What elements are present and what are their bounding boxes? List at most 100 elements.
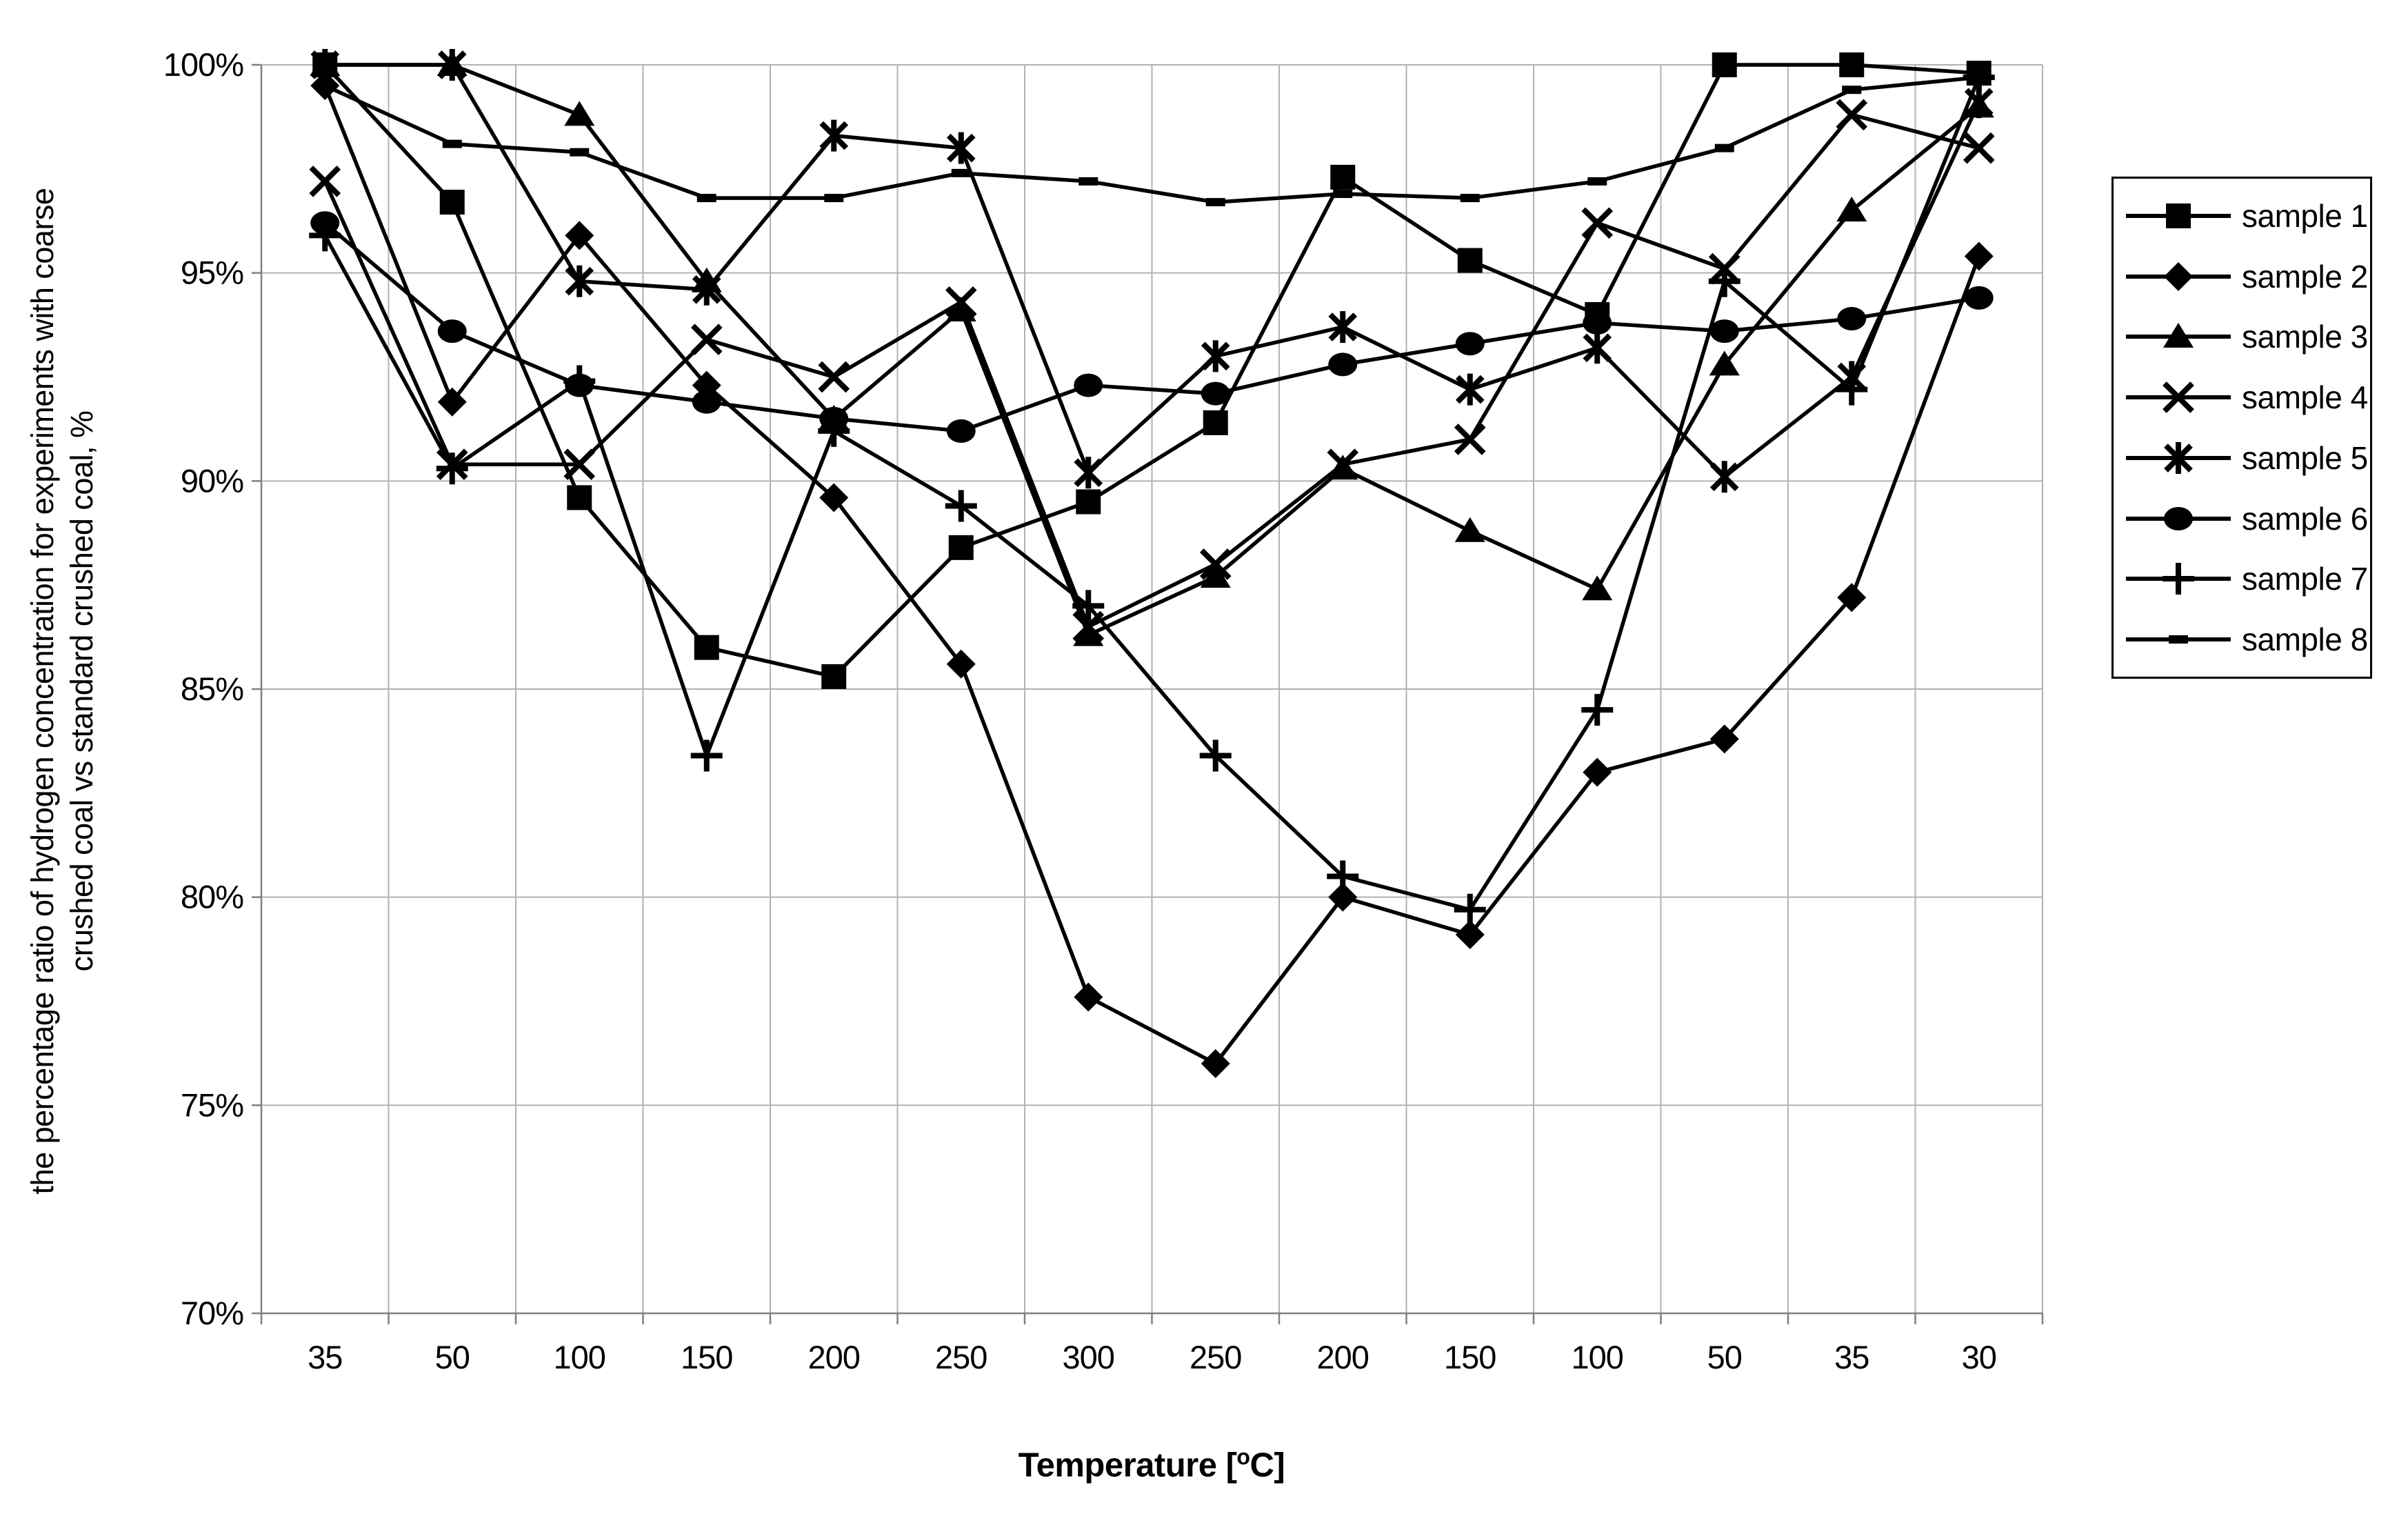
series-markers-sample-4 <box>309 99 1995 643</box>
circle-marker-icon <box>2164 506 2193 530</box>
legend-marker-square-icon <box>2126 203 2231 228</box>
triangle-marker-icon <box>1454 517 1485 542</box>
series-line-sample-6 <box>323 221 1980 433</box>
x-axis-title-text: Temperature [ <box>1018 1446 1237 1484</box>
diamond-marker-icon <box>1074 982 1103 1012</box>
square-marker-icon <box>1203 410 1228 435</box>
legend: sample 1 sample 2 sample 3 sample 4 sample 5… <box>2111 177 2372 679</box>
asterisk-marker-icon <box>1583 332 1612 364</box>
series-markers-sample-2 <box>310 71 1994 1078</box>
series-markers-sample-5 <box>310 49 1994 493</box>
legend-item-sample-3: sample 3 <box>2123 309 2370 364</box>
series-markers-sample-8 <box>315 73 1989 207</box>
legend-marker-diamond-icon <box>2126 261 2231 291</box>
plus-marker-icon <box>309 219 341 252</box>
asterisk-marker-icon <box>1074 457 1103 489</box>
circle-marker-icon <box>1709 319 1739 344</box>
x-marker-icon <box>309 166 341 197</box>
x-tick-label: 35 <box>1834 1339 1869 1375</box>
square-marker-icon <box>1839 52 1865 77</box>
x-axis-title-unit: C] <box>1250 1446 1285 1484</box>
series-line-sample-8 <box>324 75 1980 204</box>
asterisk-marker-icon <box>1709 461 1739 493</box>
x-marker-icon <box>1199 548 1232 580</box>
square-marker-icon <box>821 664 847 689</box>
dash-marker-icon <box>1333 190 1353 199</box>
square-marker-icon <box>948 535 974 560</box>
diamond-marker-icon <box>1583 757 1612 787</box>
legend-item-sample-5: sample 5 <box>2123 430 2370 486</box>
square-marker-icon <box>439 190 465 215</box>
x-axis-title: Temperature [oC] <box>807 1444 1496 1484</box>
square-marker-icon <box>567 485 592 510</box>
dash-marker-icon <box>442 139 462 148</box>
y-axis-title-line1: the percentage ratio of hydrogen concent… <box>25 188 60 1195</box>
dash-marker-icon <box>1969 73 1989 82</box>
dash-marker-icon <box>1842 86 1862 94</box>
x-tick-label: 250 <box>935 1339 987 1375</box>
circle-marker-icon <box>1455 332 1485 356</box>
x-tick-label: 35 <box>308 1339 342 1375</box>
series-line-sample-2 <box>323 85 1981 1066</box>
x-marker-icon <box>1581 207 1614 239</box>
asterisk-marker-icon <box>2164 441 2193 474</box>
legend-item-sample-8: sample 8 <box>2123 612 2370 667</box>
x-marker-icon <box>690 323 723 356</box>
diamond-marker-icon <box>1455 919 1485 949</box>
diamond-marker-icon <box>1837 583 1867 613</box>
x-tick-label: 50 <box>435 1339 470 1375</box>
dash-marker-icon <box>951 168 971 177</box>
circle-marker-icon <box>1837 307 1867 331</box>
plus-marker-icon <box>1581 694 1614 726</box>
y-axis-title-line2: crushed coal vs standard crushed coal, % <box>64 410 99 972</box>
legend-item-sample-6: sample 6 <box>2123 491 2370 546</box>
x-tick-label: 150 <box>1444 1339 1496 1375</box>
series-line-sample-7 <box>323 77 1981 912</box>
legend-marker-triangle-icon <box>2126 323 2231 348</box>
circle-marker-icon <box>437 319 467 344</box>
x-tick-label: 250 <box>1190 1339 1241 1375</box>
x-marker-icon <box>2163 381 2194 413</box>
diamond-marker-icon <box>1201 1049 1230 1078</box>
x-marker-icon <box>1836 99 1868 131</box>
square-marker-icon <box>1457 248 1483 273</box>
circle-marker-icon <box>946 419 976 443</box>
diamond-marker-icon <box>1964 241 1994 271</box>
series-line-sample-5 <box>325 63 1981 479</box>
y-tick-label: 80% <box>181 879 243 915</box>
circle-marker-icon <box>692 390 721 414</box>
dash-marker-icon <box>696 194 716 203</box>
square-marker-icon <box>694 635 719 660</box>
x-tick-label: 300 <box>1063 1339 1114 1375</box>
legend-marker-x-icon <box>2126 381 2231 413</box>
asterisk-marker-icon <box>437 49 467 81</box>
x-tick-label: 100 <box>554 1339 605 1375</box>
plus-marker-icon <box>436 452 468 485</box>
legend-marker-circle-icon <box>2126 506 2231 530</box>
legend-item-label: sample 3 <box>2242 319 2368 355</box>
triangle-marker-icon <box>1200 563 1231 588</box>
dash-marker-icon <box>570 148 590 157</box>
x-tick-label: 200 <box>1317 1339 1369 1375</box>
circle-marker-icon <box>1328 352 1358 377</box>
legend-marker-dash-icon <box>2126 635 2231 644</box>
circle-marker-icon <box>1201 381 1230 406</box>
circle-marker-icon <box>1583 311 1612 335</box>
plus-marker-icon <box>1836 373 1868 406</box>
diamond-marker-icon <box>946 649 976 679</box>
circle-marker-icon <box>1964 286 1994 310</box>
square-marker-icon <box>2166 203 2191 228</box>
diamond-marker-icon <box>2164 261 2193 291</box>
x-tick-label: 150 <box>681 1339 732 1375</box>
x-marker-icon <box>1963 132 1995 164</box>
x-axis-title-degree: o <box>1236 1444 1250 1469</box>
x-marker-icon <box>563 448 596 481</box>
dash-marker-icon <box>1714 143 1734 152</box>
triangle-marker-icon <box>1073 621 1104 646</box>
x-tick-label: 30 <box>1962 1339 1996 1375</box>
series-line-sample-3 <box>325 63 1980 637</box>
y-tick-label: 85% <box>181 670 243 707</box>
x-marker-icon <box>1327 448 1359 481</box>
x-tick-label: 100 <box>1572 1339 1623 1375</box>
